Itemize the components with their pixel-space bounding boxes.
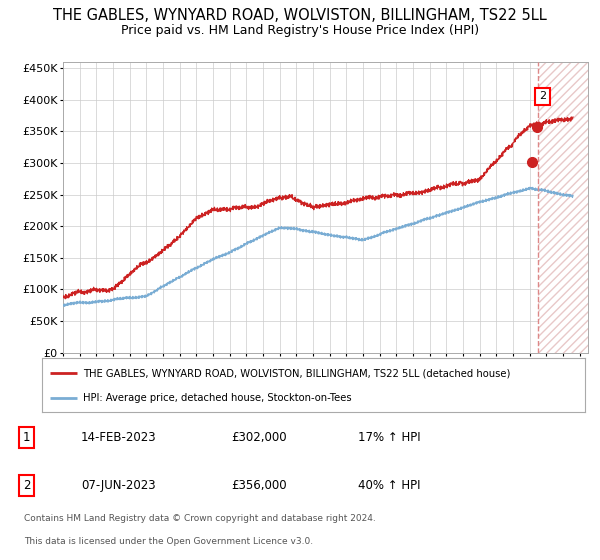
Text: THE GABLES, WYNYARD ROAD, WOLVISTON, BILLINGHAM, TS22 5LL: THE GABLES, WYNYARD ROAD, WOLVISTON, BIL… <box>53 8 547 24</box>
Bar <box>538 62 588 353</box>
Text: THE GABLES, WYNYARD ROAD, WOLVISTON, BILLINGHAM, TS22 5LL (detached house): THE GABLES, WYNYARD ROAD, WOLVISTON, BIL… <box>83 368 510 379</box>
Text: 2: 2 <box>539 91 546 101</box>
Text: Contains HM Land Registry data © Crown copyright and database right 2024.: Contains HM Land Registry data © Crown c… <box>24 514 376 522</box>
Text: 40% ↑ HPI: 40% ↑ HPI <box>358 479 420 492</box>
Text: This data is licensed under the Open Government Licence v3.0.: This data is licensed under the Open Gov… <box>24 536 313 545</box>
Text: 17% ↑ HPI: 17% ↑ HPI <box>358 431 420 444</box>
Text: 2: 2 <box>23 479 30 492</box>
Text: 07-JUN-2023: 07-JUN-2023 <box>81 479 156 492</box>
Text: £356,000: £356,000 <box>231 479 287 492</box>
Text: 14-FEB-2023: 14-FEB-2023 <box>81 431 157 444</box>
Text: Price paid vs. HM Land Registry's House Price Index (HPI): Price paid vs. HM Land Registry's House … <box>121 24 479 36</box>
Text: HPI: Average price, detached house, Stockton-on-Tees: HPI: Average price, detached house, Stoc… <box>83 393 352 403</box>
Text: 1: 1 <box>23 431 30 444</box>
Text: £302,000: £302,000 <box>231 431 287 444</box>
